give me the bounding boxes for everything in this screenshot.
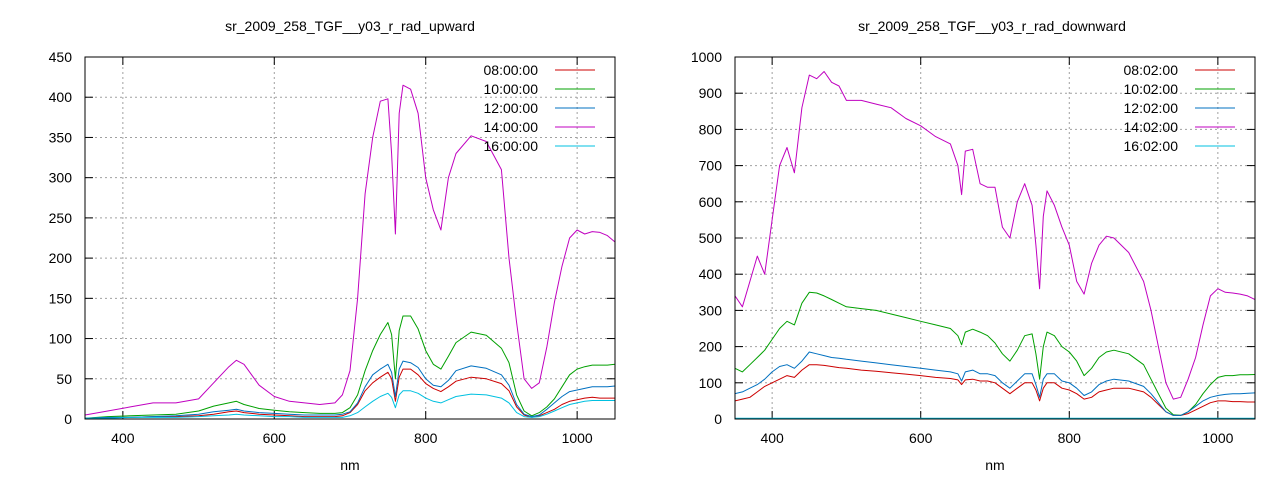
y-tick-label: 200 [699,339,723,355]
y-tick-label: 600 [699,194,723,210]
series-line-2 [85,315,615,419]
legend-label: 12:02:00 [1124,100,1179,116]
y-tick-label: 700 [699,158,723,174]
legend-label: 12:00:00 [484,100,539,116]
x-tick-label: 400 [760,430,784,446]
legend-label: 16:00:00 [484,138,539,154]
chart-panel-1: sr_2009_258_TGF__y03_r_rad_upward 0 50 100 1… [49,18,616,473]
plot-frame [84,56,616,420]
y-tick-label: 150 [49,290,73,306]
series-line-5 [85,390,615,419]
y-tick-label: 800 [699,121,723,137]
legend-label: 14:02:00 [1124,119,1179,135]
legend-label: 08:00:00 [484,62,539,78]
y-tick-label: 300 [699,302,723,318]
legend-label: 10:00:00 [484,81,539,97]
y-tick-label: 400 [699,266,723,282]
y-tick-label: 200 [49,250,73,266]
series-group [85,84,615,419]
y-tick-label: 0 [64,411,72,427]
x-tick-label: 800 [1058,430,1082,446]
y-tick-label: 900 [699,85,723,101]
series-group [735,71,1255,419]
series-line-4 [735,71,1255,400]
y-tick-label: 100 [49,331,73,347]
x-axis-label: nm [340,457,359,473]
y-tick-label: 350 [49,129,73,145]
series-line-1 [735,364,1255,416]
y-tick-label: 400 [49,89,73,105]
x-tick-label: 1000 [1202,430,1233,446]
y-tick-label: 0 [714,411,722,427]
chart-panel-2: sr_2009_258_TGF__y03_r_rad_downward 0 100 2… [691,18,1256,473]
y-tick-label: 500 [699,230,723,246]
y-tick-label: 450 [49,49,73,65]
legend-label: 14:00:00 [484,119,539,135]
series-line-4 [85,84,615,416]
y-tick-label: 300 [49,170,73,186]
x-tick-label: 1000 [562,430,593,446]
x-axis-label: nm [985,457,1004,473]
plot-frame [734,56,1256,420]
y-tick-label: 250 [49,210,73,226]
chart-title: sr_2009_258_TGF__y03_r_rad_upward [225,18,475,34]
y-tick-label: 1000 [691,49,722,65]
x-tick-label: 400 [111,430,135,446]
legend-label: 16:02:00 [1124,138,1179,154]
series-line-3 [85,360,615,419]
x-tick-label: 600 [263,430,287,446]
x-tick-label: 600 [909,430,933,446]
y-tick-label: 100 [699,375,723,391]
legend-label: 10:02:00 [1124,81,1179,97]
series-line-1 [85,368,615,419]
legend-label: 08:02:00 [1124,62,1179,78]
x-tick-label: 800 [414,430,438,446]
chart-title: sr_2009_258_TGF__y03_r_rad_downward [858,18,1126,34]
series-line-3 [735,351,1255,416]
y-tick-label: 50 [56,371,72,387]
